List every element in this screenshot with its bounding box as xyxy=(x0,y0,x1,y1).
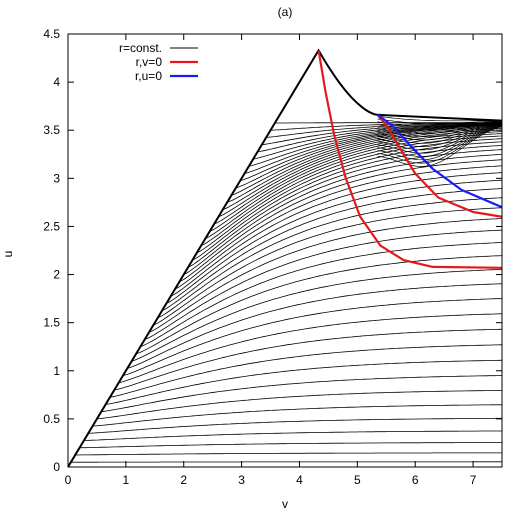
contour-line xyxy=(218,129,502,218)
y-tick-label: 4.5 xyxy=(43,27,60,41)
contour-line xyxy=(266,122,502,138)
contour-line xyxy=(161,188,502,311)
contour-line xyxy=(377,121,502,131)
x-tick-label: 2 xyxy=(180,473,187,487)
contour-line xyxy=(153,207,502,326)
contour-line xyxy=(148,218,502,333)
contour-line xyxy=(135,255,502,355)
x-tick-label: 4 xyxy=(296,473,303,487)
r-v-zero-curve xyxy=(317,50,502,269)
axis-ticks: 0 1 2 3 4 5 6 7 0 0.5 1 1.5 2 2.5 3 3.5 4 4.5 xyxy=(43,27,502,487)
contour-line xyxy=(127,283,502,369)
contour-line xyxy=(101,375,502,413)
legend-label: r,v=0 xyxy=(136,55,163,69)
x-tick-label: 5 xyxy=(354,473,361,487)
legend-label: r,u=0 xyxy=(135,69,162,83)
contour-line xyxy=(83,430,502,441)
chart-title: (a) xyxy=(278,5,293,19)
y-tick-label: 2.5 xyxy=(43,219,60,233)
contour-line xyxy=(377,124,502,157)
contour-line xyxy=(192,144,502,261)
x-tick-label: 3 xyxy=(238,473,245,487)
contour-line xyxy=(144,229,502,340)
contour-line xyxy=(377,125,502,161)
y-axis-label: u xyxy=(1,251,15,258)
y-tick-label: 4 xyxy=(53,75,60,89)
contour-line xyxy=(248,123,502,167)
y-tick-label: 1.5 xyxy=(43,316,60,330)
contour-line xyxy=(377,125,502,164)
contour-line xyxy=(179,159,502,283)
contour-line xyxy=(253,123,502,160)
legend: r=const.r,v=0r,u=0 xyxy=(119,41,198,83)
contour-line xyxy=(114,328,502,391)
contour-line xyxy=(377,124,502,154)
x-axis-label: v xyxy=(282,497,288,511)
contour-line xyxy=(118,313,502,384)
contour-line xyxy=(377,121,502,134)
contour-line xyxy=(88,417,502,434)
contour-line xyxy=(174,165,502,290)
contour-line xyxy=(209,133,502,232)
y-tick-label: 0.5 xyxy=(43,412,60,426)
contour-line xyxy=(187,149,502,268)
contour-line xyxy=(261,123,502,146)
contour-line xyxy=(377,118,502,125)
contour-line xyxy=(92,404,502,427)
contour-line xyxy=(270,122,502,131)
contour-line xyxy=(109,344,502,398)
y-tick-label: 2 xyxy=(53,268,60,282)
contour-line xyxy=(235,124,502,189)
contour-line xyxy=(244,124,502,174)
contour-line xyxy=(105,359,502,405)
y-tick-label: 0 xyxy=(53,460,60,474)
contour-line xyxy=(377,125,502,167)
legend-label: r=const. xyxy=(119,41,162,55)
contour-line xyxy=(222,127,502,210)
contour-line xyxy=(140,242,502,348)
contour-line xyxy=(377,122,502,141)
x-tick-label: 1 xyxy=(123,473,130,487)
contour-line xyxy=(170,172,502,297)
contour-line xyxy=(377,123,502,144)
r-u-zero-curve xyxy=(376,113,502,209)
x-tick-label: 7 xyxy=(470,473,477,487)
contour-line xyxy=(377,121,502,128)
contour-line xyxy=(131,268,502,362)
contour-line xyxy=(122,298,502,376)
contour-line xyxy=(231,125,502,196)
contour-line xyxy=(79,442,502,449)
contour-line xyxy=(226,126,502,203)
x-tick-label: 0 xyxy=(65,473,72,487)
contour-line xyxy=(377,123,502,147)
contour-line xyxy=(183,153,502,275)
contour-line xyxy=(96,389,502,420)
y-tick-label: 1 xyxy=(53,364,60,378)
boundary-line xyxy=(68,48,502,467)
y-tick-label: 3.5 xyxy=(43,123,60,137)
y-tick-label: 3 xyxy=(53,171,60,185)
contour-line xyxy=(166,179,502,304)
contour-lines xyxy=(70,115,502,463)
r-v-zero-curve xyxy=(376,114,502,218)
special-curves xyxy=(68,48,502,467)
contour-line xyxy=(196,141,502,254)
contour-line xyxy=(75,452,502,456)
plot-frame xyxy=(67,33,503,468)
x-tick-label: 6 xyxy=(412,473,419,487)
